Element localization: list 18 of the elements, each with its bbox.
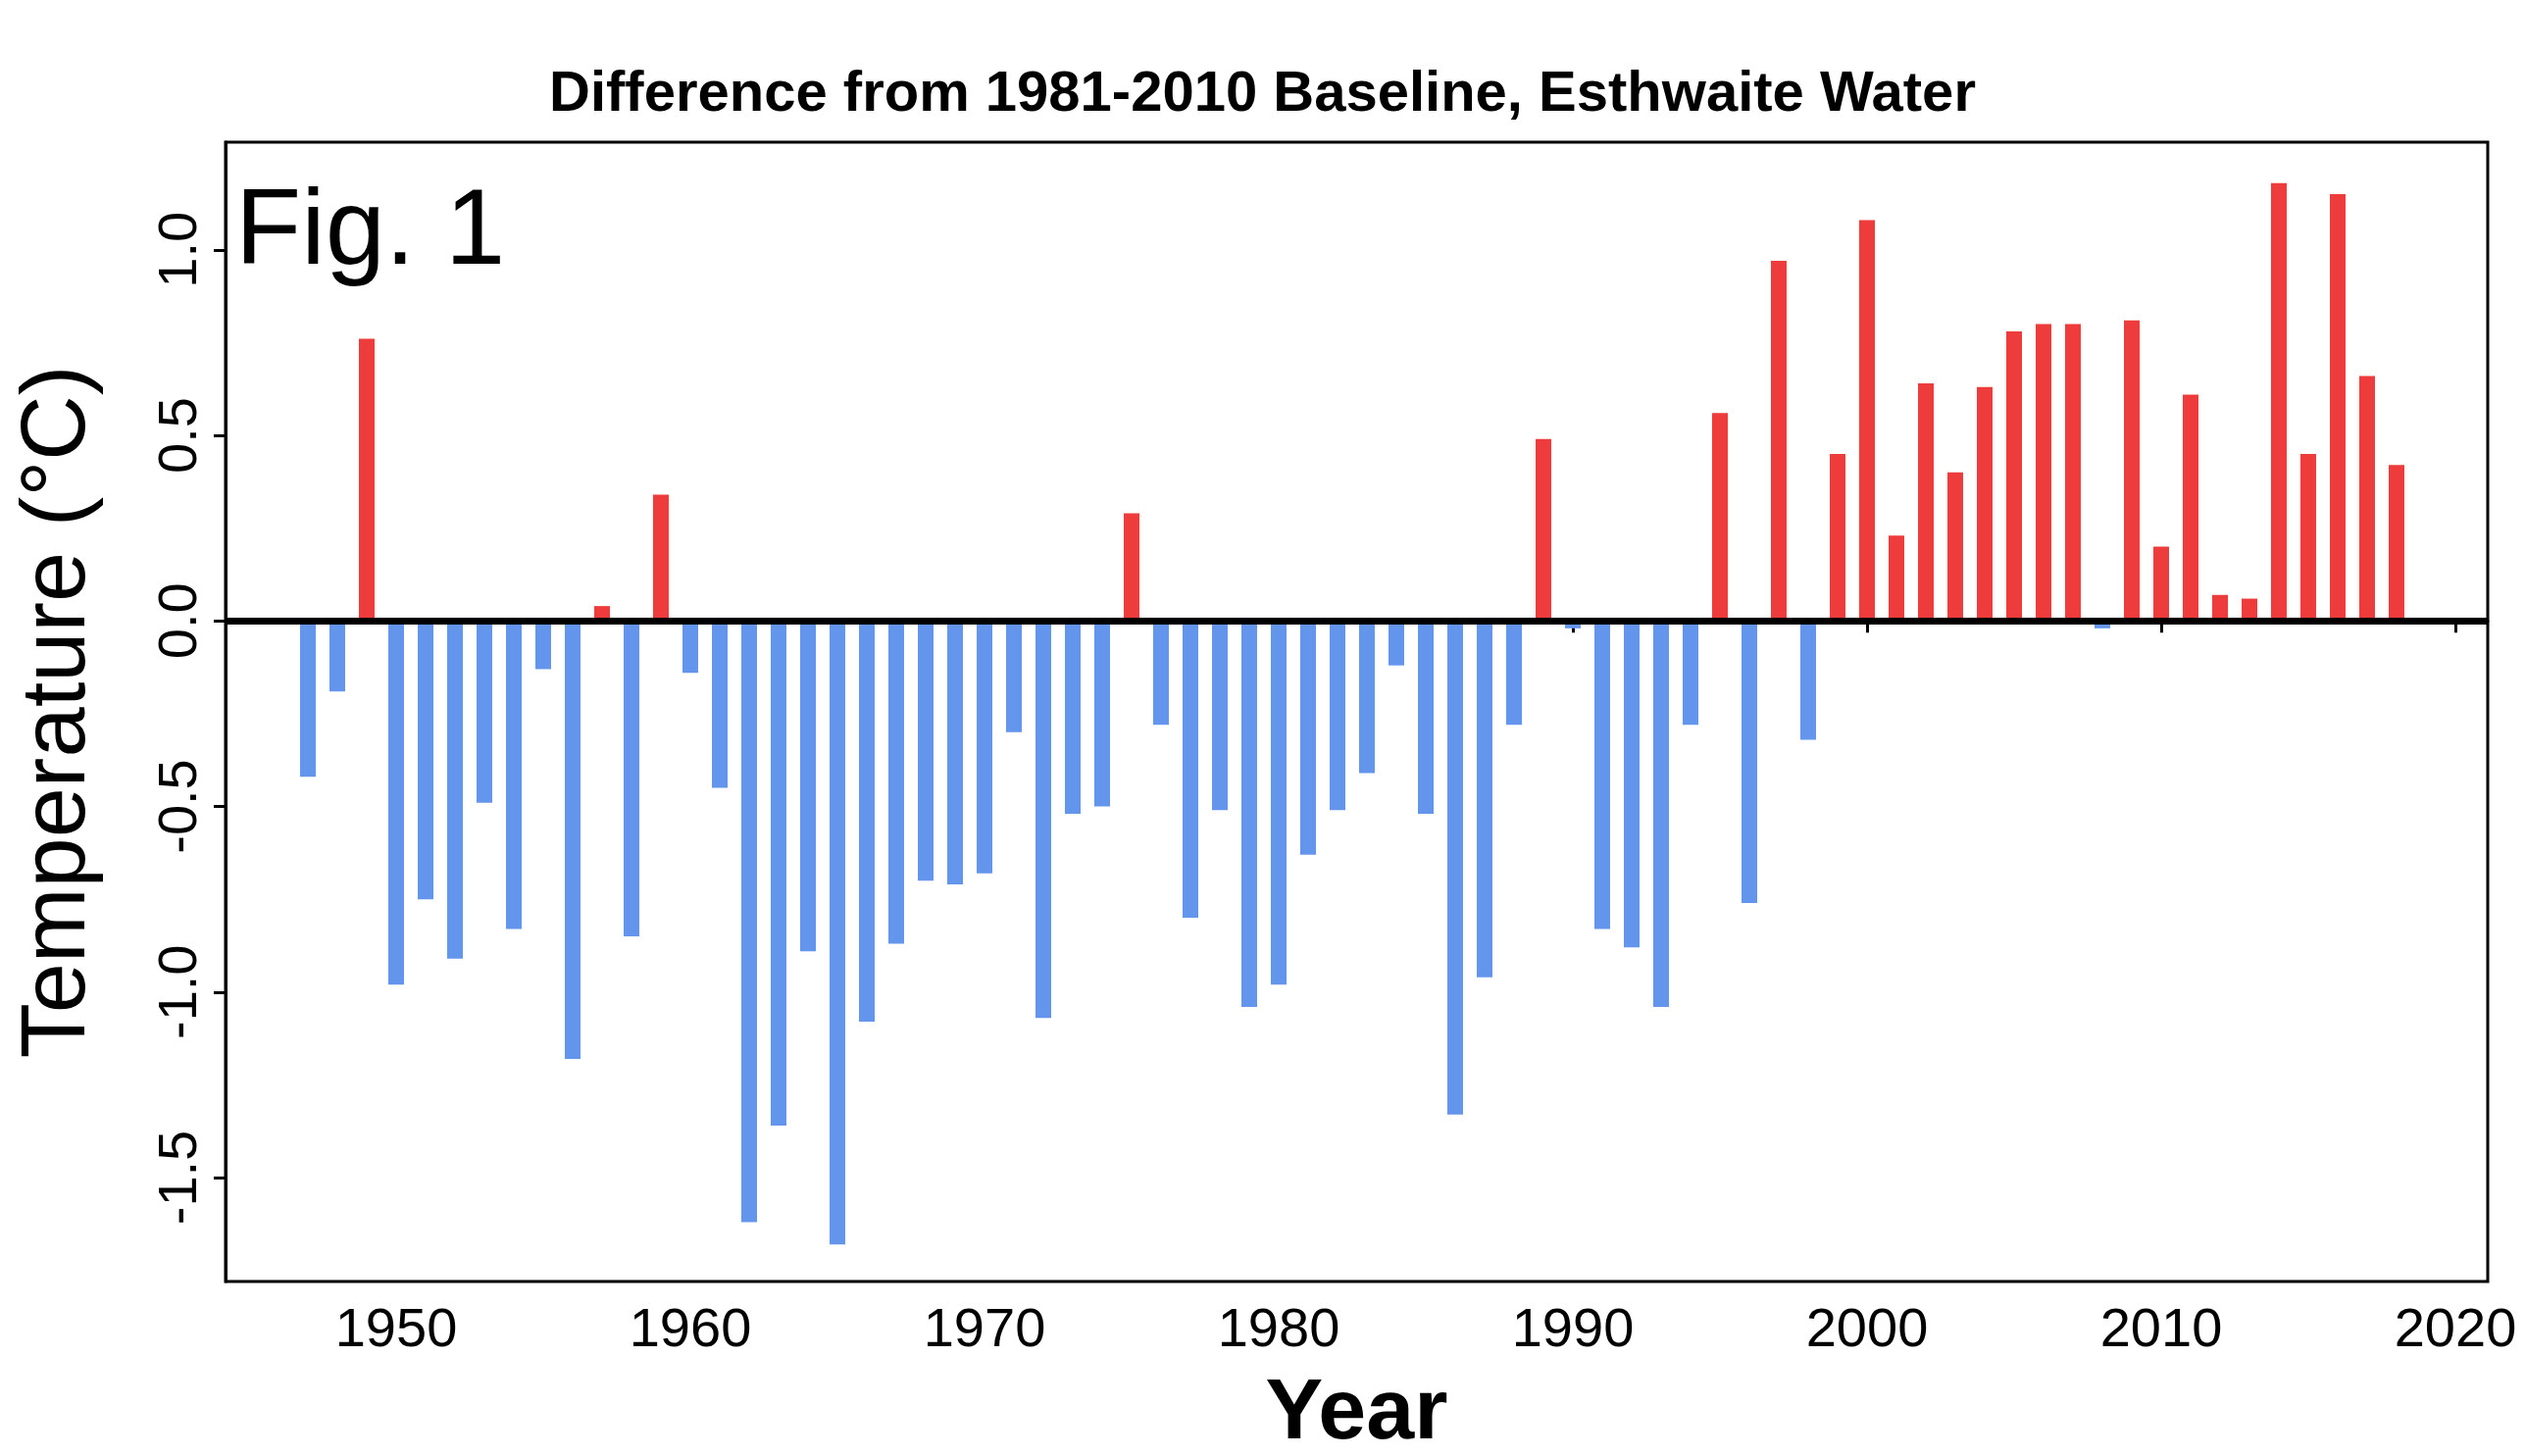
y-tick-label: 0.0 — [145, 582, 208, 660]
x-tick-label: 2000 — [1805, 1295, 1929, 1358]
y-tick-label: 0.5 — [145, 397, 208, 474]
x-tick-label: 1970 — [923, 1295, 1046, 1358]
x-tick-label: 2020 — [2394, 1295, 2517, 1358]
y-tick-label: -1.5 — [145, 1130, 208, 1226]
x-tick-label: 1990 — [1511, 1295, 1635, 1358]
x-tick-label: 1960 — [629, 1295, 752, 1358]
x-tick-label: 1950 — [334, 1295, 458, 1358]
chart-title: Difference from 1981-2010 Baseline, Esthwaite Water — [549, 58, 1976, 123]
y-tick-label: -1.0 — [145, 944, 208, 1040]
y-axis-title: Temperature (°C) — [3, 365, 103, 1059]
x-tick-label: 1980 — [1217, 1295, 1340, 1358]
y-tick-label: -0.5 — [145, 759, 208, 854]
y-tick-label: 1.0 — [145, 211, 208, 288]
x-axis-title: Year — [1265, 1359, 1448, 1456]
annotation: Fig. 1 — [235, 165, 506, 286]
x-tick-label: 2010 — [2099, 1295, 2223, 1358]
